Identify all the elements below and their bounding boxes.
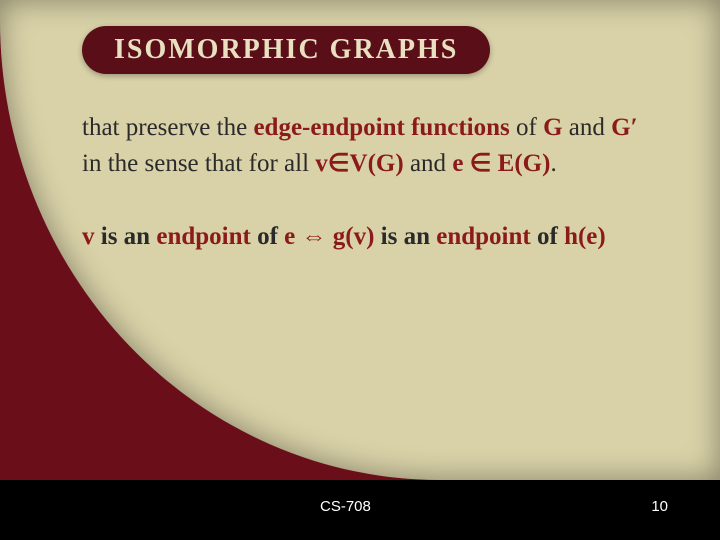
symbol-eEG: e ∈ E(G) — [452, 150, 550, 177]
text: that preserve the — [82, 114, 253, 141]
text: in the sense that for all — [82, 150, 315, 177]
text: is an — [374, 223, 436, 250]
footer-course-code: CS-708 — [320, 498, 371, 515]
symbol-v: v — [82, 223, 95, 250]
emphasis-edge-endpoint-functions: edge-endpoint functions — [253, 114, 509, 141]
text: is an — [95, 223, 157, 250]
paragraph-1: that preserve the edge-endpoint function… — [82, 110, 642, 183]
slide-footer: CS-708 10 — [0, 480, 720, 540]
paragraph-2: v is an endpoint of e ⇔ g(v) is an endpo… — [82, 219, 642, 255]
text: . — [550, 150, 556, 177]
emphasis-endpoint2: endpoint — [436, 223, 530, 250]
emphasis-endpoint1: endpoint — [156, 223, 250, 250]
text: of — [531, 223, 564, 250]
slide-body: that preserve the edge-endpoint function… — [82, 110, 642, 255]
text: and — [563, 114, 612, 141]
slide-title: ISOMORPHIC GRAPHS — [82, 26, 490, 74]
slide-area: ISOMORPHIC GRAPHS that preserve the edge… — [0, 0, 720, 480]
text: of — [510, 114, 543, 141]
text: of — [251, 223, 284, 250]
symbol-he: h(e) — [564, 223, 606, 250]
symbol-vVG: v∈V(G) — [315, 150, 403, 177]
symbol-G: G — [543, 114, 562, 141]
text: and — [404, 150, 453, 177]
footer-page-number: 10 — [651, 498, 668, 515]
symbol-Gprime: G′ — [611, 114, 637, 141]
symbol-e-iff-gv: e ⇔ g(v) — [284, 223, 374, 250]
